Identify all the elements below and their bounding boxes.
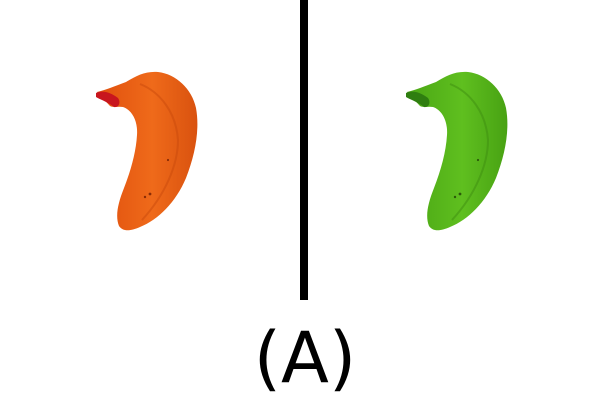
banana-body — [407, 71, 508, 231]
banana-stem — [406, 91, 430, 108]
banana-ridge — [139, 83, 180, 221]
banana-ridge — [449, 83, 490, 221]
right-panel — [310, 0, 610, 300]
panel-divider — [300, 0, 308, 300]
orange-banana-image — [96, 71, 198, 231]
banana-stem — [96, 91, 120, 108]
figure-caption: (A) — [253, 317, 357, 399]
banana-body — [97, 71, 198, 231]
green-banana-image — [406, 71, 508, 231]
left-panel — [0, 0, 300, 300]
